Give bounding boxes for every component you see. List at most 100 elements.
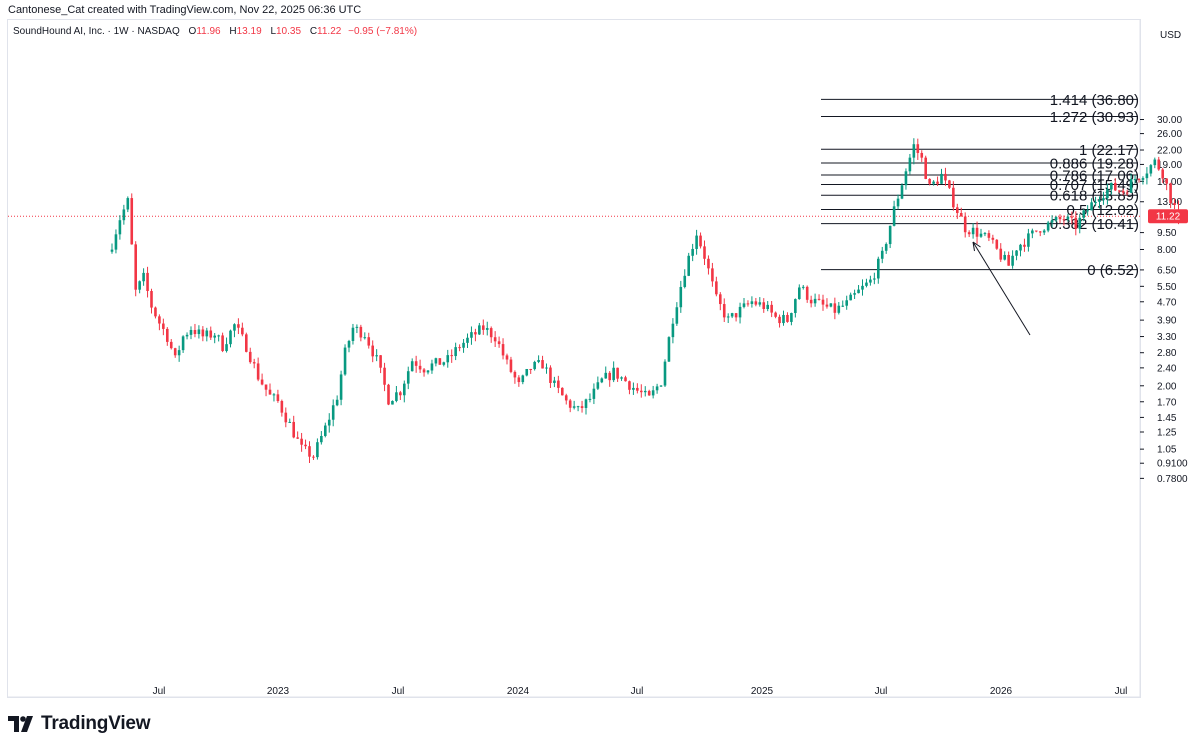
- candle-body: [150, 291, 153, 308]
- candle-body: [679, 286, 683, 308]
- currency-label: USD: [1160, 30, 1181, 41]
- tradingview-logo-icon: [8, 716, 33, 732]
- fib-level-label: 0 (6.52): [1087, 262, 1139, 279]
- candle-body: [489, 328, 493, 338]
- price-tick-label: 1.25: [1157, 428, 1177, 439]
- candle-body: [241, 327, 244, 335]
- candle-body: [221, 335, 224, 352]
- candle-body: [857, 289, 860, 294]
- candle-body: [794, 299, 797, 314]
- candle-body: [466, 337, 469, 343]
- candle-body: [782, 314, 785, 324]
- candle-body: [675, 307, 679, 324]
- candle-body: [1023, 244, 1026, 247]
- price-tick-label: 2.00: [1157, 381, 1177, 392]
- candle-body: [308, 446, 311, 457]
- candle-body: [774, 312, 777, 317]
- price-tick-label: 5.50: [1157, 282, 1177, 293]
- candle-body: [454, 347, 457, 357]
- candle-body: [738, 306, 742, 318]
- tradingview-logo[interactable]: TradingView: [8, 713, 151, 735]
- candle-body: [256, 363, 260, 380]
- candle-body: [335, 399, 339, 406]
- candle-body: [288, 421, 292, 423]
- candle-body: [1094, 201, 1097, 203]
- candle-body: [762, 302, 766, 309]
- candle-body: [343, 347, 347, 375]
- candle-body: [292, 421, 295, 438]
- candle-body: [387, 384, 390, 405]
- candle-body: [576, 406, 580, 408]
- candle-body: [430, 363, 434, 371]
- candle-body: [884, 244, 888, 251]
- candle-body: [173, 348, 177, 356]
- symbol-name[interactable]: SoundHound AI, Inc. · 1W · NASDAQ: [13, 26, 180, 37]
- candle-body: [245, 334, 248, 352]
- candle-body: [726, 316, 730, 318]
- candle-body: [667, 337, 671, 362]
- candle-body: [829, 303, 833, 307]
- candle-body: [952, 187, 955, 208]
- candle-body: [367, 337, 371, 346]
- candle-body: [608, 372, 611, 381]
- candle-body: [399, 392, 402, 396]
- candle-body: [572, 406, 576, 408]
- candle-body: [1035, 230, 1038, 232]
- candle-body: [1003, 254, 1006, 260]
- candle-body: [845, 300, 848, 306]
- candle-body: [355, 326, 359, 328]
- candle-body: [517, 377, 521, 383]
- candle-body: [391, 400, 394, 405]
- high-value: 13.19: [236, 26, 262, 37]
- candle-body: [900, 185, 904, 199]
- candle-body: [162, 323, 165, 329]
- price-tick-label: 16.00: [1157, 177, 1182, 188]
- candle-body: [501, 344, 505, 356]
- price-tick-label: 1.70: [1157, 397, 1177, 408]
- candle-body: [1129, 179, 1133, 193]
- candle-body: [154, 307, 157, 317]
- candle-body: [166, 328, 169, 342]
- candle-body: [975, 227, 979, 237]
- candle-body: [849, 294, 852, 301]
- candle-body: [873, 278, 876, 280]
- candle-body: [695, 235, 698, 249]
- candle-body: [209, 330, 213, 338]
- candle-body: [537, 360, 540, 362]
- candle-body: [620, 377, 623, 379]
- annotation-arrow-line: [972, 241, 1031, 336]
- candle-body: [1015, 250, 1018, 256]
- candle-body: [711, 268, 714, 282]
- candle-body: [284, 412, 288, 423]
- candle-body: [1046, 222, 1050, 231]
- fib-level-label: 0.382 (10.41): [1050, 216, 1139, 233]
- candle-body: [1133, 178, 1137, 180]
- price-tick-label: 3.90: [1157, 316, 1177, 327]
- price-tick-label: 30.00: [1157, 115, 1182, 126]
- candle-body: [722, 304, 726, 318]
- candle-body: [991, 237, 995, 240]
- candle-body: [201, 329, 205, 337]
- candle-body: [742, 303, 746, 307]
- candle-body: [237, 324, 240, 328]
- candle-body: [841, 305, 845, 307]
- candle-body: [1145, 173, 1149, 179]
- candle-body: [904, 171, 908, 186]
- candle-body: [948, 180, 951, 188]
- open-label: O: [188, 26, 197, 37]
- candle-body: [770, 304, 773, 313]
- candle-body: [549, 367, 552, 383]
- price-tick-label: 2.40: [1157, 363, 1177, 374]
- candle-body: [932, 181, 935, 184]
- candle-body: [264, 384, 268, 390]
- fib-level-label: 0.886 (19.28): [1050, 155, 1139, 172]
- candle-body: [197, 329, 201, 335]
- candle-body: [485, 328, 489, 330]
- candle-body: [320, 435, 323, 443]
- candle-body: [493, 337, 497, 342]
- candle-body: [304, 444, 307, 447]
- candle-body: [916, 144, 920, 153]
- candle-body: [766, 304, 769, 309]
- candle-body: [825, 304, 829, 307]
